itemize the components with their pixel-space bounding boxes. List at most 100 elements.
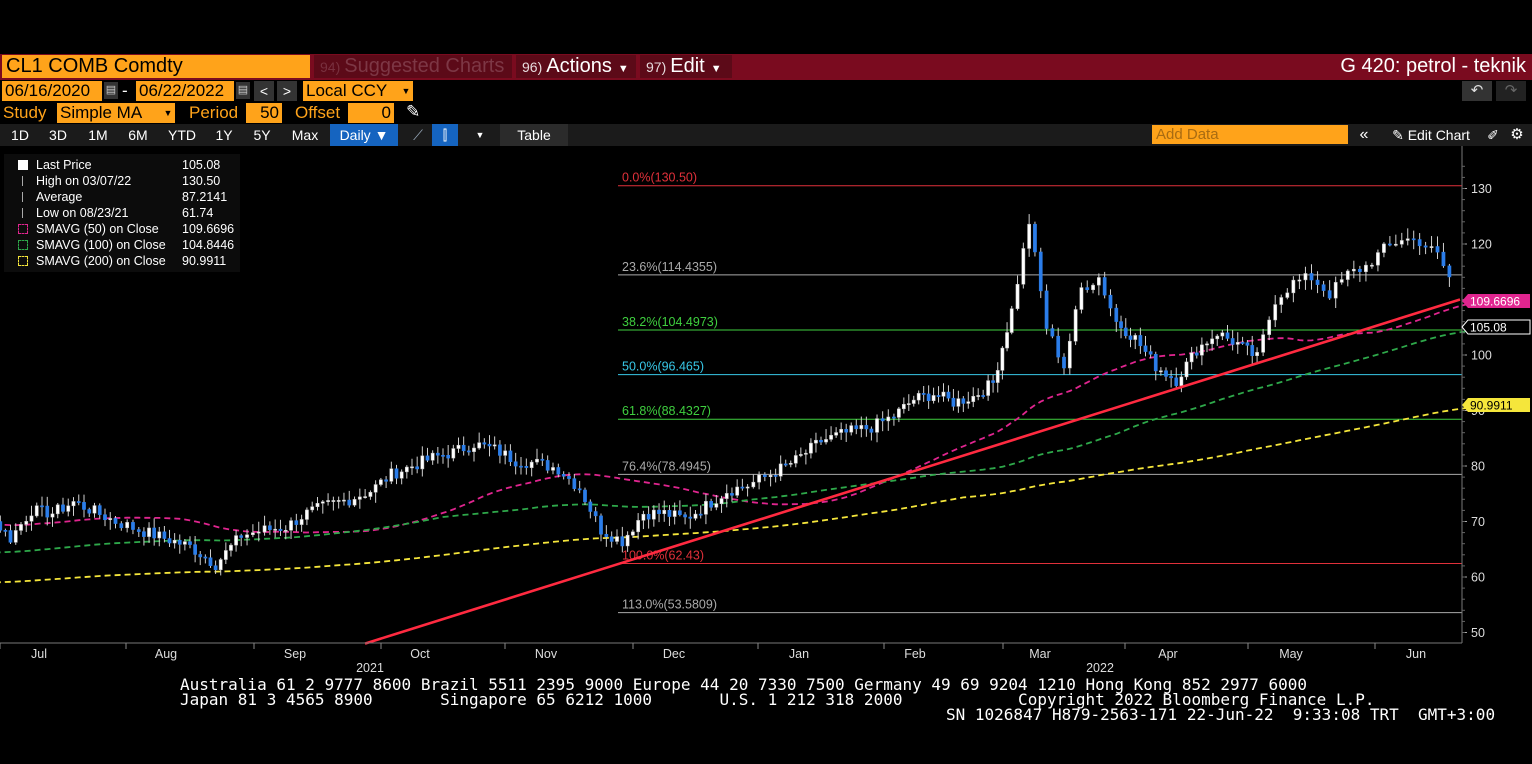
next-period-button[interactable]: > <box>277 81 297 101</box>
range-1m-button[interactable]: 1M <box>88 127 108 143</box>
chevron-down-icon[interactable]: ▼ <box>399 81 413 101</box>
candle-body <box>1050 328 1055 337</box>
candle-body <box>1097 277 1101 286</box>
candle-body <box>394 468 399 479</box>
candle-body <box>966 401 971 404</box>
candle-body <box>1169 376 1173 379</box>
x-month-label: Jan <box>789 647 809 661</box>
annotate-icon[interactable]: ✐ <box>1487 127 1499 143</box>
chevron-down-icon[interactable]: ▼ <box>475 130 485 140</box>
candle-body <box>1279 297 1284 305</box>
calendar-icon[interactable]: ▤ <box>236 82 250 99</box>
candle-body <box>379 479 383 485</box>
candle-body <box>239 535 244 538</box>
y-tick-label: 120 <box>1471 238 1492 252</box>
candle-body <box>556 467 561 475</box>
candle-body <box>1027 223 1031 249</box>
candle-body <box>234 535 238 546</box>
ticker-field[interactable]: CL1 COMB Comdty <box>2 55 310 78</box>
candle-body <box>751 481 756 488</box>
range-3d-button[interactable]: 3D <box>49 127 67 143</box>
candle-body <box>1345 270 1350 280</box>
candle-body <box>1441 251 1446 267</box>
candle-body <box>336 500 341 502</box>
candle-body <box>389 468 394 482</box>
candle-body <box>513 461 518 467</box>
value-tag-label: 105.08 <box>1470 321 1507 335</box>
candle-body <box>946 391 951 399</box>
candle-body <box>368 492 373 497</box>
suggested-charts-menu[interactable]: 94) Suggested Charts <box>314 55 512 78</box>
range-ytd-button[interactable]: YTD <box>168 127 196 143</box>
frequency-select[interactable]: Daily ▼ <box>330 124 398 146</box>
support-trendline <box>364 298 1461 645</box>
candle-body <box>1210 338 1214 345</box>
legend-value: 61.74 <box>182 206 214 220</box>
candle-body <box>92 505 97 514</box>
currency-select[interactable]: Local CCY <box>303 81 399 101</box>
period-field[interactable]: 50 <box>246 103 282 123</box>
candle-body <box>941 391 946 397</box>
candle-body <box>1005 332 1009 349</box>
candle-body <box>305 509 309 520</box>
candle-body <box>1393 243 1398 246</box>
candle-body <box>1417 239 1422 247</box>
study-select[interactable]: Simple MA <box>57 103 161 123</box>
range-1d-button[interactable]: 1D <box>11 127 29 143</box>
candle-body <box>1411 238 1416 241</box>
candle-body <box>1189 352 1194 363</box>
table-button[interactable]: Table <box>500 124 568 146</box>
candle-body <box>1133 335 1138 340</box>
calendar-icon[interactable]: ▤ <box>104 82 118 99</box>
candle-body <box>347 499 352 506</box>
legend-value: 130.50 <box>182 174 221 188</box>
chevron-down-icon[interactable]: ▼ <box>161 103 175 123</box>
candle-body <box>157 531 162 539</box>
range-max-button[interactable]: Max <box>291 127 319 143</box>
candle-body <box>208 557 213 566</box>
pencil-icon[interactable]: ✎ <box>406 102 421 121</box>
candle-body <box>19 524 23 531</box>
candle-body <box>1033 223 1037 253</box>
candle-body <box>1138 335 1143 347</box>
candle-body <box>223 550 228 560</box>
candle-body <box>498 444 502 456</box>
range-1y-button[interactable]: 1Y <box>215 127 233 143</box>
x-month-label: Nov <box>535 647 558 661</box>
actions-menu[interactable]: 96) Actions ▼ <box>516 55 636 78</box>
edit-chart-button[interactable]: ✎ Edit Chart <box>1380 124 1482 146</box>
legend-value: 87.2141 <box>182 190 228 204</box>
gear-icon[interactable]: ⚙ <box>1510 126 1524 143</box>
range-6m-button[interactable]: 6M <box>128 127 148 143</box>
line-chart-icon[interactable]: ⟋ <box>413 127 423 143</box>
candle-body <box>1339 279 1344 283</box>
redo-icon[interactable]: ↷ <box>1496 81 1526 101</box>
candle-body <box>976 395 981 397</box>
candle-body <box>278 528 283 531</box>
prev-period-button[interactable]: < <box>254 81 274 101</box>
candle-body <box>798 454 803 456</box>
candle-body <box>1119 321 1123 329</box>
edit-menu[interactable]: 97) Edit ▼ <box>640 55 732 78</box>
offset-field[interactable]: 0 <box>348 103 394 123</box>
fib-levels: 0.0%(130.50) 23.6%(114.4355) 38.2%(104.497… <box>618 171 1462 614</box>
candle-body <box>688 516 693 519</box>
candle-body <box>289 520 293 531</box>
candle-body <box>472 447 476 452</box>
range-5y-button[interactable]: 5Y <box>253 127 271 143</box>
candle-body <box>1128 335 1133 340</box>
price-chart[interactable]: 0.0%(130.50) 23.6%(114.4355) 38.2%(104.497… <box>0 146 1532 676</box>
legend-row: SMAVG (100) on Close 104.8446 <box>4 237 240 253</box>
candle-body <box>859 425 864 430</box>
candlestick-icon[interactable]: ⫿ <box>432 124 458 146</box>
candle-body <box>147 527 151 537</box>
collapse-icon[interactable]: « <box>1359 126 1369 143</box>
candle-body <box>599 515 603 535</box>
add-data-input[interactable]: Add Data <box>1152 125 1348 144</box>
candle-body <box>193 544 197 555</box>
end-date-field[interactable]: 06/22/2022 <box>136 81 234 101</box>
candle-body <box>29 515 34 522</box>
undo-icon[interactable]: ↶ <box>1462 81 1492 101</box>
dropdown-arrow-icon: ▼ <box>710 63 722 75</box>
start-date-field[interactable]: 06/16/2020 <box>2 81 102 101</box>
